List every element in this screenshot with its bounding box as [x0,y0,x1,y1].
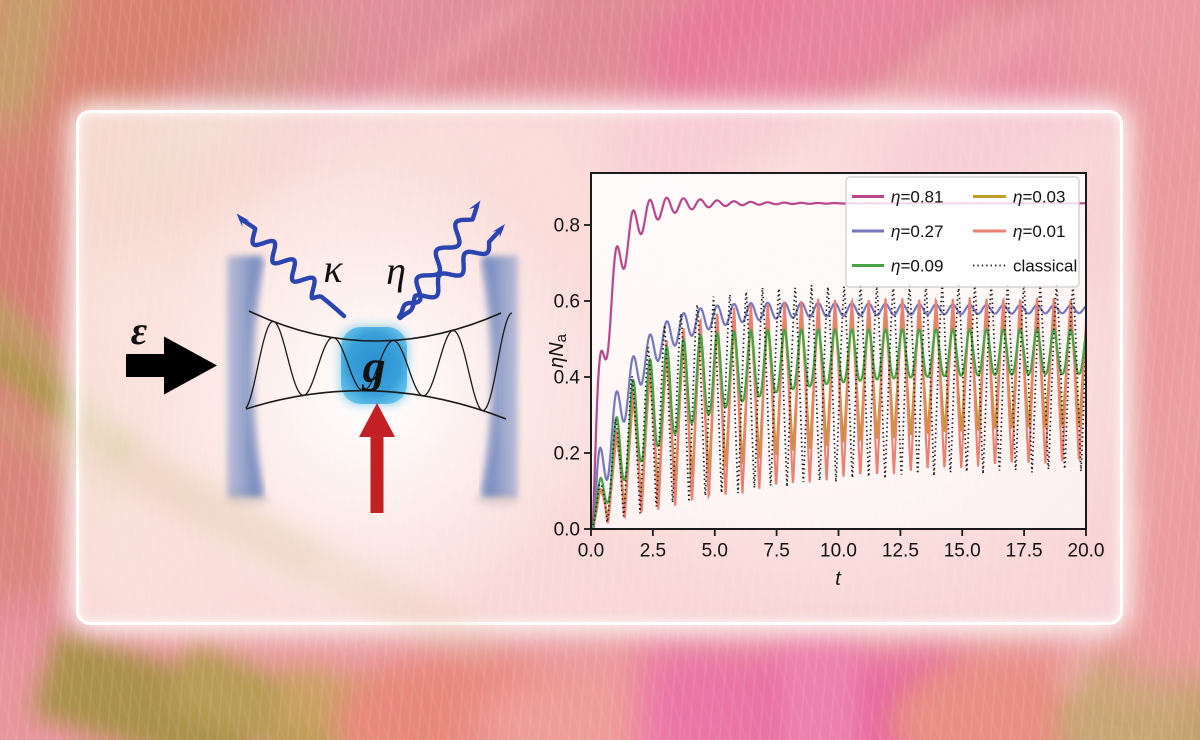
svg-text:η=0.27: η=0.27 [891,222,943,241]
svg-text:η=0.01: η=0.01 [1013,222,1065,241]
svg-text:0.4: 0.4 [554,368,581,389]
svg-text:0.8: 0.8 [554,216,580,237]
svg-text:10.0: 10.0 [820,541,857,562]
svg-text:15.0: 15.0 [944,541,981,562]
svg-text:5.0: 5.0 [702,541,728,562]
svg-text:ηNa: ηNa [546,333,570,368]
svg-text:η: η [386,248,406,293]
svg-text:η=0.03: η=0.03 [1013,188,1065,207]
svg-text:η=0.81: η=0.81 [891,188,943,207]
svg-text:0.6: 0.6 [554,292,580,313]
svg-text:ε: ε [131,308,148,353]
svg-text:κ: κ [323,246,343,291]
svg-text:2.5: 2.5 [640,541,666,562]
svg-text:0.0: 0.0 [554,520,580,541]
svg-text:12.5: 12.5 [882,541,919,562]
svg-text:g: g [362,341,386,392]
svg-text:17.5: 17.5 [1006,541,1043,562]
svg-text:t: t [835,568,842,590]
svg-text:η=0.09: η=0.09 [891,257,943,276]
svg-text:0.0: 0.0 [578,541,604,562]
svg-text:classical: classical [1013,257,1077,276]
svg-text:20.0: 20.0 [1068,541,1105,562]
svg-text:0.2: 0.2 [554,444,580,465]
svg-text:7.5: 7.5 [763,541,789,562]
